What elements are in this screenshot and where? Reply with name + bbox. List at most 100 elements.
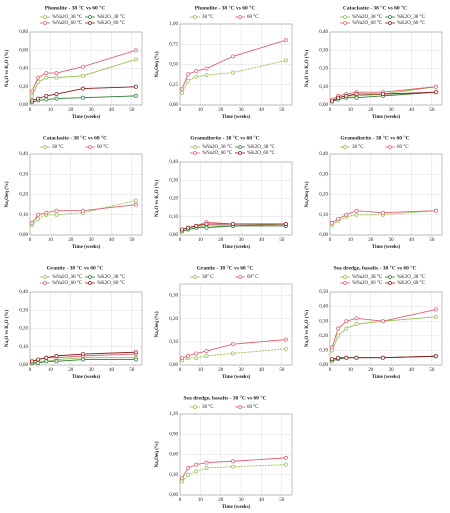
data-point (186, 78, 191, 83)
legend-marker (343, 275, 347, 279)
x-tick-label: 50 (279, 498, 285, 503)
y-tick-label: 0,00 (319, 103, 328, 108)
data-point (344, 319, 349, 324)
legend-marker (43, 15, 47, 19)
series-line (181, 457, 286, 479)
y-tick-label: 0,30 (19, 172, 28, 177)
legend-label: %Na2O_38 °C (352, 15, 383, 20)
legend-label: %K2O_60 °C (97, 281, 126, 286)
legend-label: 60° C (247, 275, 259, 280)
y-tick-label: 1,20 (169, 412, 178, 417)
legend-label: %K2O_38 °C (97, 275, 126, 280)
data-point (180, 86, 184, 91)
legend-label: 38 °C (202, 405, 214, 410)
data-point (354, 212, 359, 217)
legend-label: %K2O_60 °C (247, 151, 276, 156)
data-point (230, 351, 235, 356)
y-tick-label: 0,40 (169, 160, 178, 165)
x-tick-label: 30 (239, 368, 245, 373)
data-point (180, 90, 184, 95)
chart-title: Granite - 38 °C vs 60 °C (47, 264, 104, 271)
x-tick-label: 10 (348, 368, 354, 373)
data-point (194, 69, 199, 73)
x-tick-label: 30 (389, 238, 395, 243)
data-point (330, 220, 334, 225)
data-point (36, 361, 41, 366)
series-line (181, 348, 286, 361)
data-point (80, 352, 85, 356)
legend-marker (193, 405, 197, 409)
x-tick-label: 20 (368, 108, 374, 113)
data-point (180, 476, 184, 481)
x-axis-label: Time (weeks) (222, 115, 251, 120)
x-axis-label: Time (weeks) (372, 245, 401, 250)
x-tick-label: 0 (29, 238, 32, 243)
data-point (133, 350, 138, 355)
y-tick-label: 0,20 (19, 193, 28, 198)
y-tick-label: 0,20 (319, 334, 328, 339)
y-tick-label: 0,40 (19, 152, 28, 157)
data-point (30, 98, 34, 103)
y-tick-label: 0,75 (169, 42, 178, 47)
data-point (186, 472, 191, 477)
legend-label: 38 °C (352, 145, 364, 150)
legend-marker (88, 275, 92, 279)
y-tick-label: 0,20 (19, 85, 28, 90)
legend-label: %K2O_60 °C (397, 281, 426, 286)
x-axis-label: Time (weeks) (72, 245, 101, 250)
data-point (330, 99, 334, 104)
legend-label: 60 °C (397, 145, 409, 150)
legend-marker (43, 21, 47, 25)
x-tick-label: 40 (409, 108, 415, 113)
x-tick-label: 20 (368, 368, 374, 373)
x-tick-label: 50 (429, 368, 435, 373)
data-point (54, 71, 59, 76)
x-tick-label: 10 (48, 368, 54, 373)
plot-frame (179, 161, 293, 236)
legend-marker (238, 405, 242, 409)
data-point (186, 72, 191, 77)
x-tick-label: 20 (218, 108, 224, 113)
x-tick-label: 10 (198, 108, 204, 113)
x-axis-label: Time (weeks) (372, 375, 401, 380)
x-tick-label: 10 (198, 238, 204, 243)
data-point (433, 314, 438, 319)
plot-frame (329, 291, 443, 366)
legend-label: %Na2O_38 °C (202, 145, 233, 150)
series-line (31, 58, 137, 97)
x-tick-label: 40 (259, 238, 265, 243)
y-tick-label: 0,30 (169, 294, 178, 299)
x-tick-label: 50 (279, 108, 285, 113)
chart-title: Granite - 38 °C vs 60 °C (197, 264, 254, 271)
x-tick-label: 0 (179, 108, 182, 113)
x-tick-label: 20 (368, 238, 374, 243)
data-point (336, 355, 341, 360)
y-tick-label: 1,00 (169, 22, 178, 27)
data-point (204, 225, 209, 230)
data-point (230, 222, 235, 226)
data-point (204, 349, 209, 354)
data-point (54, 75, 59, 80)
legend-marker (343, 21, 347, 25)
x-tick-label: 10 (348, 238, 354, 243)
data-point (230, 459, 235, 464)
y-tick-label: 0,10 (319, 349, 328, 354)
chart-title: Granodiorite - 38 °C vs 60 °C (340, 134, 409, 141)
y-tick-label: 0,20 (169, 317, 178, 322)
data-point (344, 93, 349, 98)
y-tick-label: 0,40 (319, 152, 328, 157)
series-line (331, 309, 436, 348)
y-tick-label: 0,30 (319, 48, 328, 53)
x-tick-label: 50 (429, 108, 435, 113)
data-point (80, 208, 85, 213)
data-point (30, 359, 34, 364)
data-point (133, 57, 138, 62)
legend-marker (388, 21, 392, 25)
legend-marker (88, 145, 92, 149)
data-point (44, 359, 49, 364)
x-tick-label: 40 (259, 108, 265, 113)
x-tick-label: 40 (109, 108, 115, 113)
data-point (194, 356, 199, 361)
legend-label: %Na2O_60 °C (52, 281, 83, 286)
x-tick-label: 10 (198, 498, 204, 503)
